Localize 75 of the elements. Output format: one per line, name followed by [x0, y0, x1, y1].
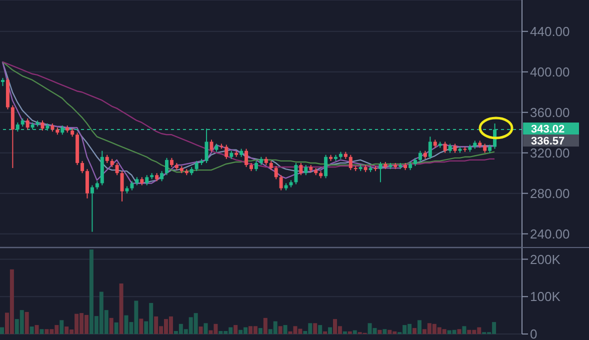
- bar: [278, 326, 282, 334]
- y-tick-label: 100K: [530, 289, 561, 304]
- candlestick: [378, 161, 382, 183]
- candlestick: [348, 154, 352, 171]
- bar: [198, 326, 203, 334]
- bar: [382, 329, 387, 334]
- bar: [139, 318, 144, 334]
- candlestick: [274, 166, 278, 180]
- bar: [0, 327, 4, 334]
- candlestick: [220, 143, 224, 150]
- candlestick: [120, 170, 124, 202]
- candlestick: [40, 120, 44, 132]
- candlestick: [254, 160, 258, 172]
- bar: [417, 320, 422, 334]
- y-tick-label: 400.00: [530, 64, 570, 80]
- bar: [318, 325, 322, 334]
- y-tick-label: 280.00: [530, 186, 570, 201]
- bar: [323, 331, 328, 334]
- y-tick-label: 440.00: [530, 24, 570, 39]
- candlestick: [115, 162, 119, 176]
- bar: [342, 331, 347, 334]
- candlestick: [269, 160, 273, 171]
- bar: [313, 323, 318, 334]
- y-tick-label: 200K: [530, 252, 561, 267]
- y-tick-label: 320.00: [530, 145, 570, 160]
- candlestick: [165, 157, 169, 176]
- candlestick: [85, 168, 89, 199]
- bar: [412, 328, 417, 334]
- bar: [60, 320, 64, 334]
- candlestick: [324, 154, 328, 179]
- candlestick: [130, 180, 134, 191]
- bar: [348, 331, 352, 334]
- bar: [328, 327, 332, 334]
- candlestick: [244, 148, 248, 168]
- bar: [40, 329, 44, 334]
- text: 336.57: [531, 136, 565, 148]
- bar: [34, 325, 39, 334]
- candlestick: [428, 136, 432, 160]
- candlestick: [90, 184, 94, 232]
- bar: [24, 312, 29, 334]
- bar: [258, 328, 262, 334]
- candlestick: [448, 143, 452, 154]
- candlestick: [418, 150, 422, 162]
- candlestick: [10, 104, 14, 169]
- candlestick: [26, 118, 30, 130]
- bar: [109, 318, 114, 334]
- candlestick: [194, 160, 198, 172]
- candlestick: [145, 174, 149, 186]
- bar: [462, 326, 466, 334]
- bar: [114, 322, 118, 334]
- candlestick: [224, 144, 228, 160]
- bar: [283, 325, 288, 334]
- bar: [30, 326, 34, 334]
- candlestick: [304, 164, 308, 176]
- candlestick: [170, 157, 174, 168]
- candlestick: [80, 160, 84, 174]
- bar: [234, 325, 238, 334]
- candlestick: [483, 143, 487, 154]
- candlestick: [160, 170, 164, 182]
- bar: [457, 329, 462, 334]
- bar: [204, 323, 208, 334]
- candlestick: [453, 143, 457, 154]
- y-tick-label: 240.00: [530, 226, 570, 242]
- candlestick: [294, 162, 298, 185]
- y-tick-label: 0: [530, 326, 538, 340]
- candlestick: [279, 174, 283, 191]
- y-tick-label: 360.00: [530, 104, 570, 120]
- bar: [119, 284, 124, 334]
- bar: [263, 318, 268, 334]
- candlestick: [210, 139, 214, 152]
- bar: [352, 330, 357, 334]
- candlestick: [299, 162, 303, 176]
- bar: [378, 330, 382, 334]
- candlestick: [443, 141, 447, 154]
- ref-line-label: 343.02: [531, 124, 565, 136]
